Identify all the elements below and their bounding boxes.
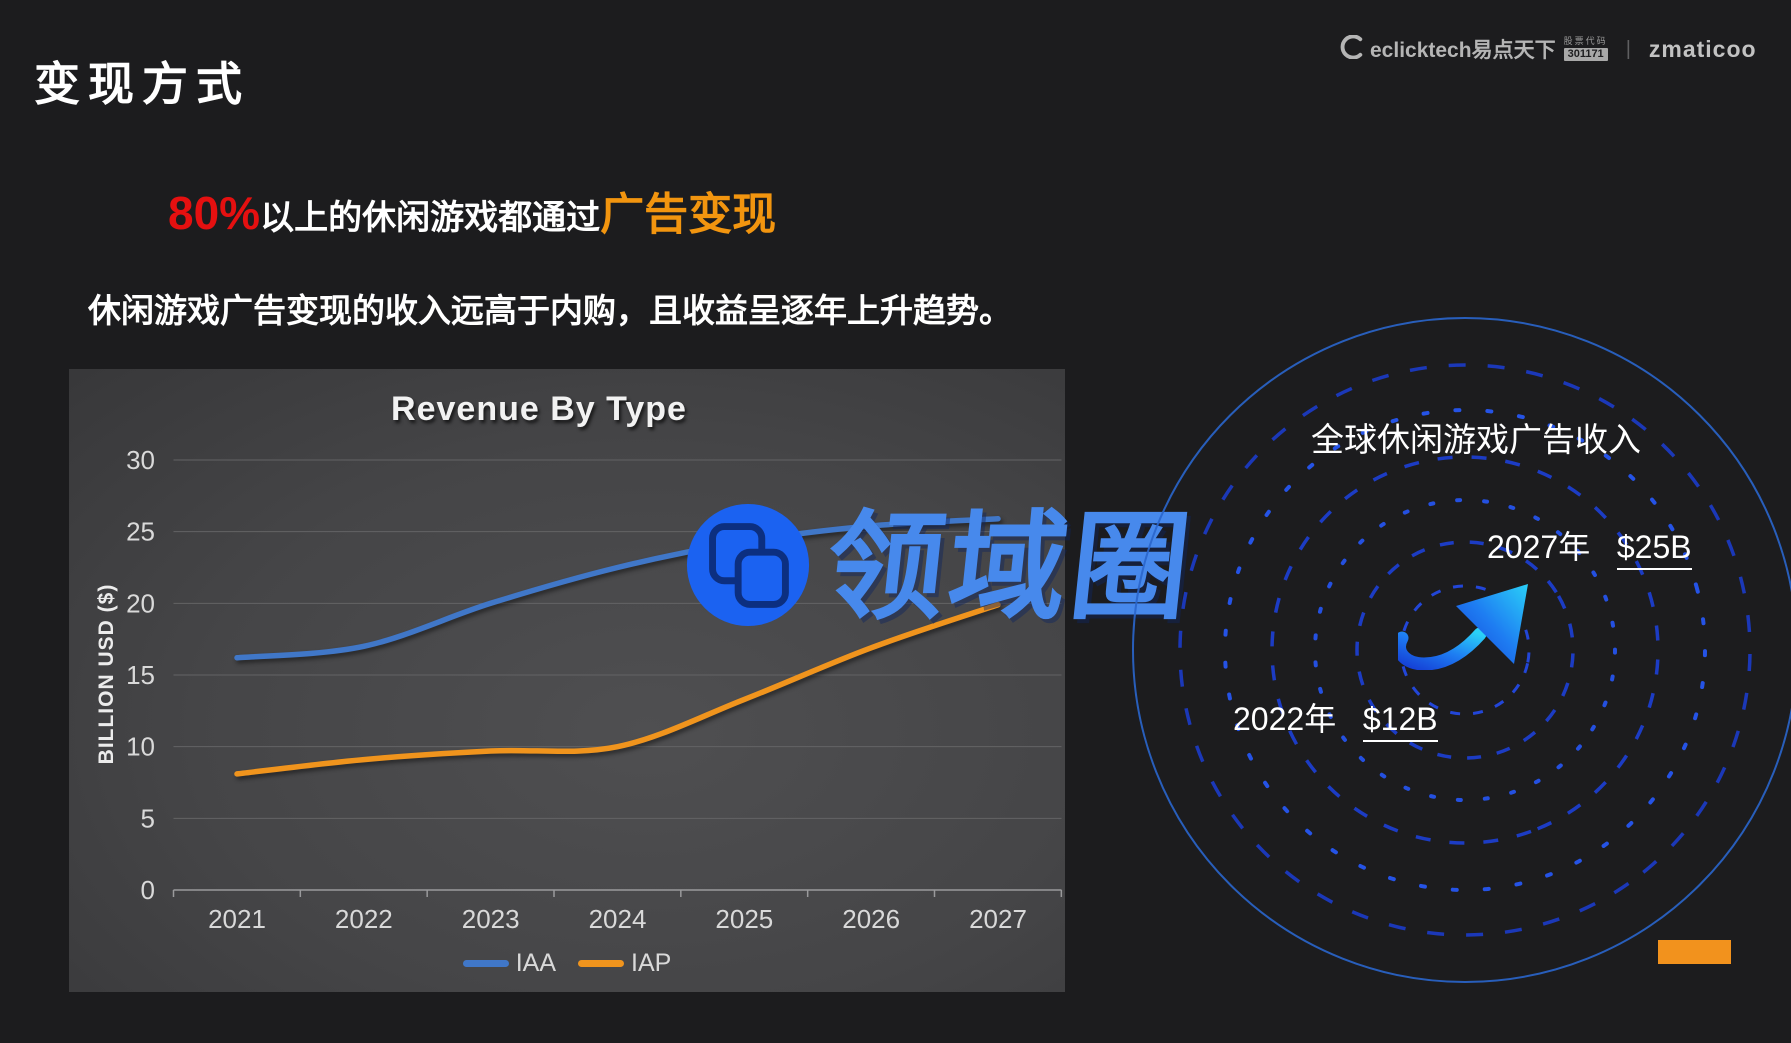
legend-label-IAP: IAP [631, 948, 672, 977]
data-point-2022-value: $12B [1362, 701, 1438, 742]
headline: 80% 以上的休闲游戏都通过 广告变现 [168, 178, 776, 242]
growth-arrow-icon [1398, 584, 1528, 670]
logo-divider: | [1625, 37, 1631, 60]
legend-item-IAP: IAP [578, 949, 671, 978]
chart-panel [69, 369, 1065, 992]
data-point-2027-value: $25B [1616, 529, 1692, 570]
infographic-title: 全球休闲游戏广告收入 [1311, 421, 1641, 458]
headline-stat: 80% [168, 187, 261, 239]
header-logos: eclicktech易点天下 股票代码 301171 | zmaticoo [1340, 30, 1757, 68]
data-point-2022-year: 2022年 [1233, 701, 1337, 737]
headline-text: 以上的休闲游戏都通过 [260, 199, 601, 237]
data-point-2022: 2022年 $12B [1233, 694, 1438, 742]
chart-legend: IAA IAP [69, 948, 1065, 978]
headline-highlight: 广告变现 [600, 190, 777, 239]
page-title: 变现方式 [34, 58, 250, 110]
chart-title: Revenue By Type [391, 390, 687, 428]
stock-code-badge: 股票代码 301171 [1563, 36, 1608, 61]
legend-swatch-IAA [462, 959, 509, 967]
legend-label-IAA: IAA [515, 948, 556, 977]
subtitle: 休闲游戏广告变现的收入远高于内购，且收益呈逐年上升趋势。 [88, 292, 1012, 329]
y-axis-title: BILLION USD ($) [95, 583, 118, 765]
legend-swatch-IAP [578, 959, 624, 967]
legend-item-IAA: IAA [462, 948, 556, 978]
eclicktech-logo-icon [1340, 33, 1364, 64]
zmaticoo-logo: zmaticoo [1648, 35, 1757, 62]
watermark-logo-icon [683, 500, 813, 635]
data-point-2027-year: 2027年 [1487, 529, 1591, 565]
eclicktech-logo: eclicktech易点天下 股票代码 301171 [1340, 33, 1608, 64]
eclicktech-logo-text: eclicktech易点天下 [1370, 39, 1556, 62]
orange-accent-bar [1658, 940, 1731, 964]
watermark: 领域圈 [683, 500, 1200, 635]
watermark-text: 领域圈 [820, 501, 1200, 634]
data-point-2027: 2027年 $25B [1487, 522, 1692, 570]
